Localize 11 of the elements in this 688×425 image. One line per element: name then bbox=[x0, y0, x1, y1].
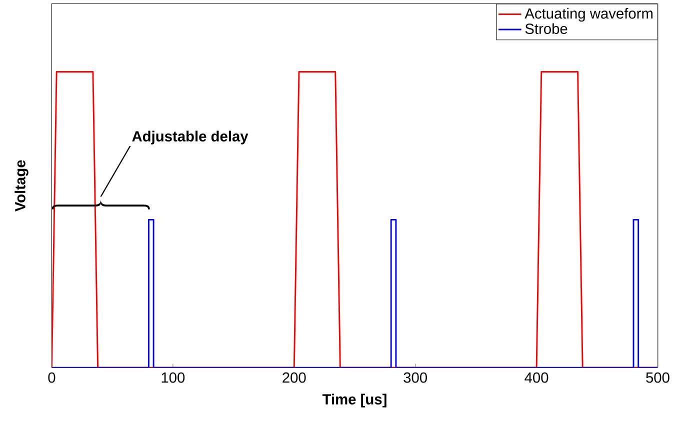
y-axis-title: Voltage bbox=[14, 160, 28, 212]
x-axis-title: Time [us] bbox=[322, 394, 386, 408]
x-tick-label: 100 bbox=[162, 372, 185, 383]
x-tick-label: 500 bbox=[646, 372, 670, 383]
x-tick-label: 0 bbox=[48, 372, 56, 383]
annotation: Adjustable delay bbox=[132, 130, 248, 144]
x-tick-label: 400 bbox=[524, 372, 548, 383]
x-tick-label: 200 bbox=[282, 372, 306, 383]
legend-label: Strobe bbox=[525, 23, 568, 34]
legend-label: Actuating waveform bbox=[524, 8, 652, 22]
x-tick-label: 300 bbox=[404, 372, 427, 383]
